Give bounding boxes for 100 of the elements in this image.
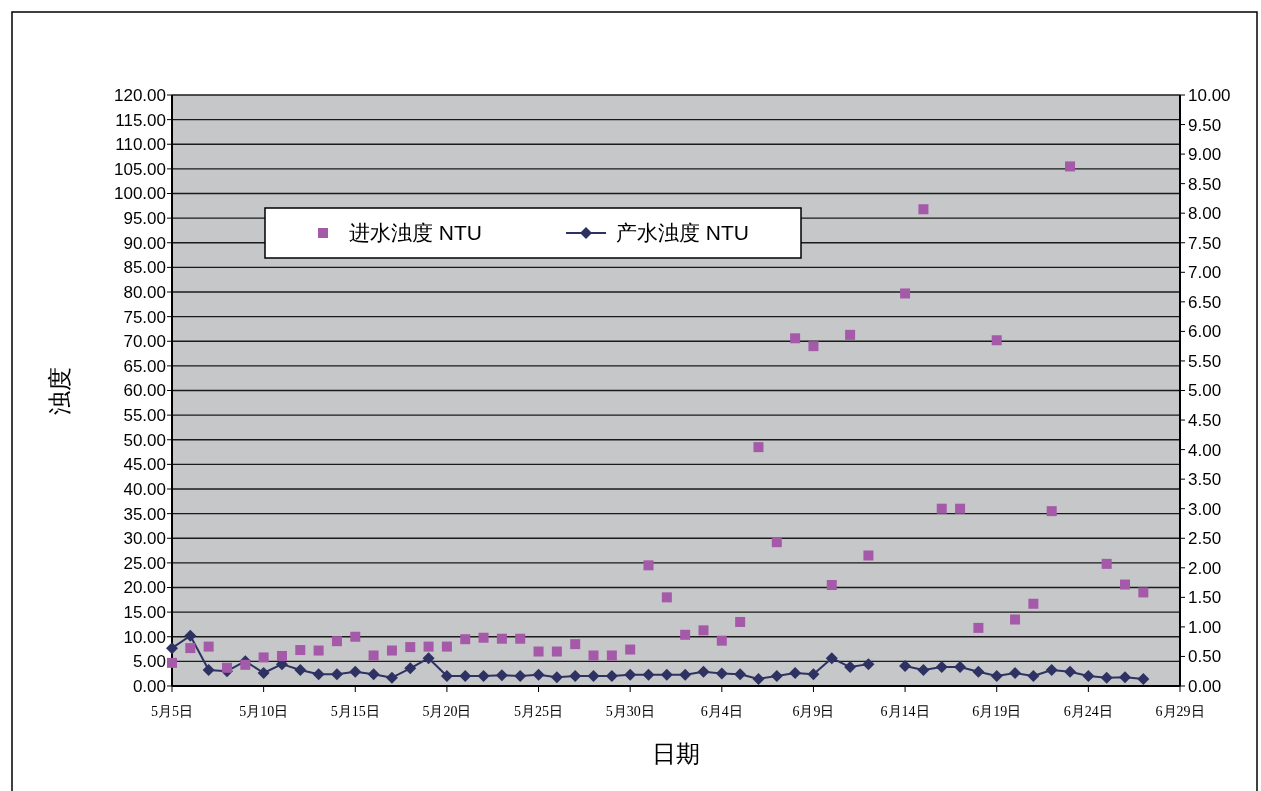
point [918, 204, 929, 215]
point [955, 503, 966, 514]
y2-tick-label: 0.50 [1188, 647, 1222, 667]
point [661, 592, 672, 603]
y-tick-label: 15.00 [123, 603, 166, 623]
legend-label: 产水浊度 NTU [616, 221, 749, 245]
x-tick-label: 5月25日 [514, 704, 564, 719]
y2-tick-label: 4.50 [1188, 411, 1222, 430]
point [1010, 614, 1021, 625]
y-axis-title: 浊度 [46, 366, 73, 415]
y-tick-label: 85.00 [123, 258, 166, 278]
x-tick-label: 6月24日 [1063, 704, 1113, 719]
x-tick-label: 6月14日 [880, 704, 930, 719]
y2-tick-label: 9.50 [1188, 115, 1222, 135]
y-tick-label: 65.00 [123, 356, 166, 376]
y-tick-label: 115.00 [115, 110, 166, 130]
point [386, 645, 397, 656]
y-tick-label: 60.00 [123, 381, 166, 401]
y-tick-label: 95.00 [123, 209, 166, 229]
point [276, 650, 287, 661]
point [533, 646, 544, 657]
point [1046, 506, 1057, 517]
y2-tick-label: 9.00 [1188, 145, 1222, 165]
point [258, 652, 269, 663]
y-tick-label: 25.00 [123, 553, 166, 573]
y-tick-label: 80.00 [123, 282, 166, 302]
y2-tick-label: 6.50 [1188, 292, 1222, 312]
y-tick-label: 0.00 [132, 676, 166, 696]
y-tick-label: 20.00 [123, 578, 166, 598]
legend-label: 进水浊度 NTU [349, 221, 482, 245]
x-axis-title: 日期 [652, 740, 700, 767]
point [368, 650, 379, 661]
point [203, 641, 214, 652]
point [423, 641, 434, 652]
y2-tick-label: 5.50 [1188, 351, 1222, 371]
y2-tick-label: 10.00 [1188, 85, 1231, 105]
y-tick-label: 45.00 [123, 455, 166, 475]
point [405, 642, 416, 653]
y2-tick-label: 8.00 [1188, 204, 1222, 224]
point [680, 629, 691, 640]
y-tick-label: 10.00 [123, 627, 166, 647]
y2-tick-label: 0.00 [1188, 676, 1222, 696]
point [991, 335, 1002, 346]
y2-tick-label: 7.00 [1188, 263, 1222, 283]
y-tick-label: 70.00 [123, 332, 166, 352]
y2-tick-label: 2.50 [1188, 529, 1222, 549]
y-tick-label: 35.00 [123, 504, 166, 524]
point [863, 550, 874, 561]
point [1138, 587, 1149, 598]
y2-tick-label: 5.00 [1188, 381, 1222, 401]
point [1101, 558, 1112, 569]
point [350, 631, 361, 642]
point [973, 622, 984, 633]
point [698, 625, 709, 636]
point [790, 333, 801, 344]
y-tick-label: 50.00 [123, 430, 166, 450]
y2-tick-label: 1.50 [1188, 588, 1222, 608]
point [845, 329, 856, 340]
y2-tick-label: 3.00 [1188, 499, 1222, 519]
point [606, 650, 617, 661]
y2-tick-label: 2.00 [1188, 558, 1222, 578]
x-tick-label: 6月29日 [1155, 704, 1205, 719]
y2-tick-label: 8.50 [1188, 174, 1222, 194]
point [313, 645, 324, 656]
point [185, 643, 196, 654]
y2-tick-label: 7.50 [1188, 233, 1222, 253]
x-tick-label: 5月15日 [330, 704, 380, 719]
y-tick-label: 105.00 [114, 159, 166, 179]
point [496, 633, 507, 644]
point [735, 616, 746, 627]
point [570, 639, 581, 650]
x-tick-label: 6月4日 [700, 704, 743, 719]
x-tick-label: 6月9日 [792, 704, 835, 719]
point [588, 650, 599, 661]
y2-tick-label: 6.00 [1188, 322, 1222, 342]
y-tick-label: 30.00 [123, 529, 166, 549]
y-tick-label: 100.00 [114, 184, 166, 204]
point [716, 635, 727, 646]
point [826, 580, 837, 591]
x-tick-label: 6月19日 [972, 704, 1022, 719]
y2-tick-label: 3.50 [1188, 470, 1222, 490]
point [167, 657, 177, 668]
point [221, 662, 232, 673]
point [331, 636, 342, 647]
y-tick-label: 75.00 [123, 307, 166, 327]
point [295, 645, 306, 656]
point [441, 641, 452, 652]
point [900, 288, 911, 299]
point [1065, 161, 1076, 172]
y-tick-label: 40.00 [123, 479, 166, 499]
point [753, 442, 764, 453]
x-tick-label: 5月10日 [239, 704, 289, 719]
point [1028, 598, 1039, 609]
point [515, 633, 526, 644]
y-tick-label: 55.00 [123, 406, 166, 426]
x-tick-label: 5月20日 [422, 704, 472, 719]
point [808, 341, 819, 352]
point [936, 503, 947, 514]
point [643, 560, 654, 571]
x-tick-label: 5月5日 [151, 704, 193, 719]
